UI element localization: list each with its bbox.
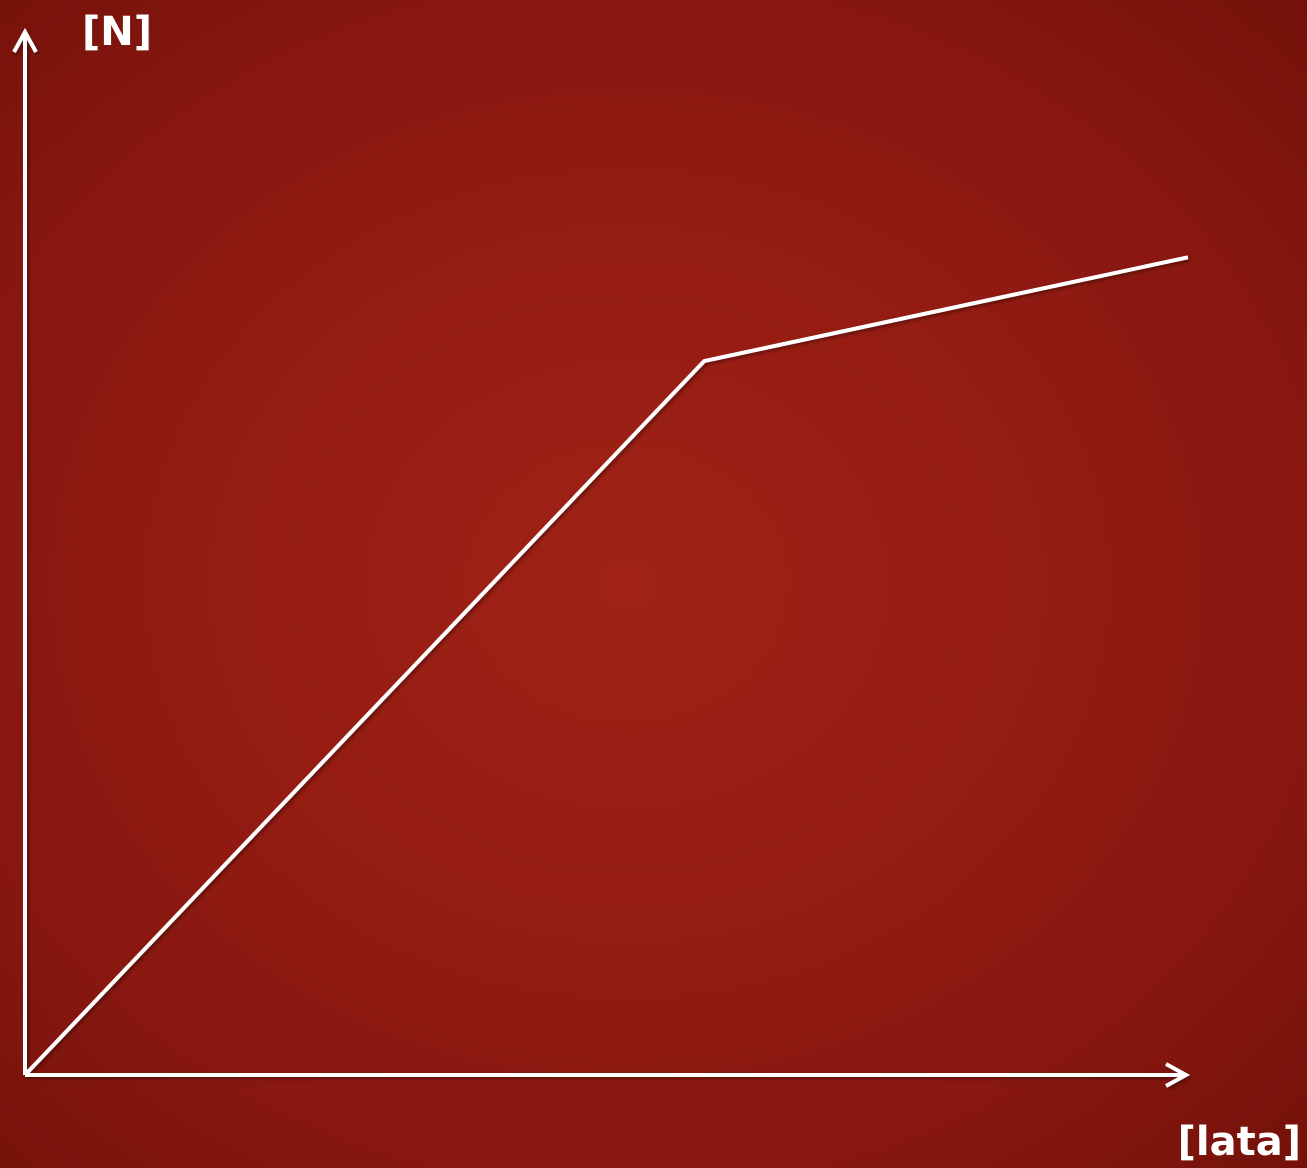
y-axis-arrowhead bbox=[12, 27, 38, 53]
x-axis-arrowhead bbox=[1165, 1062, 1191, 1088]
y-axis-label: [N] bbox=[82, 9, 153, 55]
series-layer bbox=[23, 255, 1189, 1077]
series-line-0 bbox=[23, 255, 1189, 1077]
x-axis-label: [lata] bbox=[1177, 1119, 1301, 1165]
